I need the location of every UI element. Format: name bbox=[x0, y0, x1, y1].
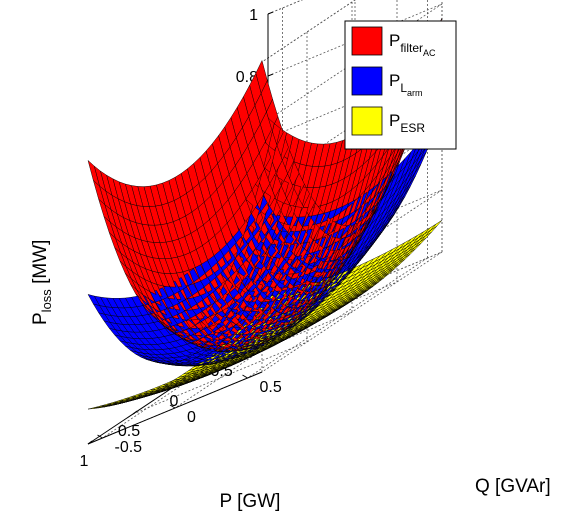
x-gridline-floor bbox=[132, 341, 308, 415]
legend-swatch-P_L_arm bbox=[351, 66, 383, 96]
y-tick-mark bbox=[169, 404, 176, 409]
y-tick-mark bbox=[97, 434, 103, 439]
y-tick-mark bbox=[242, 374, 248, 379]
legend-label-P_filter_AC: PfilterAC bbox=[389, 31, 436, 58]
z-tick-mark bbox=[267, 11, 274, 15]
legend-label-P_ESR: PESR bbox=[389, 111, 425, 135]
z-gridline-back-left bbox=[267, 189, 443, 263]
surface-patch-P_filter_AC bbox=[87, 159, 100, 187]
z-gridline-back-left bbox=[267, 3, 443, 77]
y-axis-label: Q [GVAr] bbox=[475, 476, 551, 497]
x-tick-mark bbox=[87, 440, 93, 445]
x-gridline-floor bbox=[267, 251, 443, 325]
y-tick-label: 0 bbox=[187, 409, 196, 426]
z-tick-mark bbox=[267, 73, 274, 77]
legend-swatch-P_ESR bbox=[351, 106, 383, 136]
box-edge-top bbox=[261, 0, 356, 63]
axis-label-layer: P [GW] Q [GVAr] Ploss [MW] bbox=[30, 240, 551, 512]
z-label-sub: loss bbox=[39, 289, 54, 313]
surface-patch-P_ESR bbox=[87, 406, 100, 410]
y-tick-label: -0.5 bbox=[115, 439, 143, 456]
z-tick-label: 1 bbox=[249, 7, 258, 24]
legend: PfilterAC PLarm PESR bbox=[344, 20, 457, 150]
x-axis-label: P [GW] bbox=[220, 491, 281, 512]
legend-swatch-P_filter_AC bbox=[351, 26, 383, 56]
y-gridline-floor bbox=[247, 257, 428, 379]
x-tick-label: 0.5 bbox=[118, 423, 140, 440]
y-tick-label: 0.5 bbox=[260, 379, 282, 396]
legend-label-P_L_arm: PLarm bbox=[389, 71, 423, 98]
z-axis-label: Ploss [MW] bbox=[30, 240, 54, 325]
x-tick-mark bbox=[132, 410, 138, 415]
x-gridline-floor bbox=[222, 281, 398, 355]
x-tick-label: 0 bbox=[170, 393, 179, 410]
surface-layer bbox=[87, 17, 443, 410]
z-label-main: P bbox=[30, 312, 51, 325]
surface-patch-P_L_arm bbox=[87, 294, 100, 306]
x-gridline-floor bbox=[177, 311, 353, 385]
surface-patch-P_ESR bbox=[430, 220, 443, 231]
z-label-unit: [MW] bbox=[30, 240, 51, 290]
x-tick-label: 1 bbox=[80, 453, 89, 470]
